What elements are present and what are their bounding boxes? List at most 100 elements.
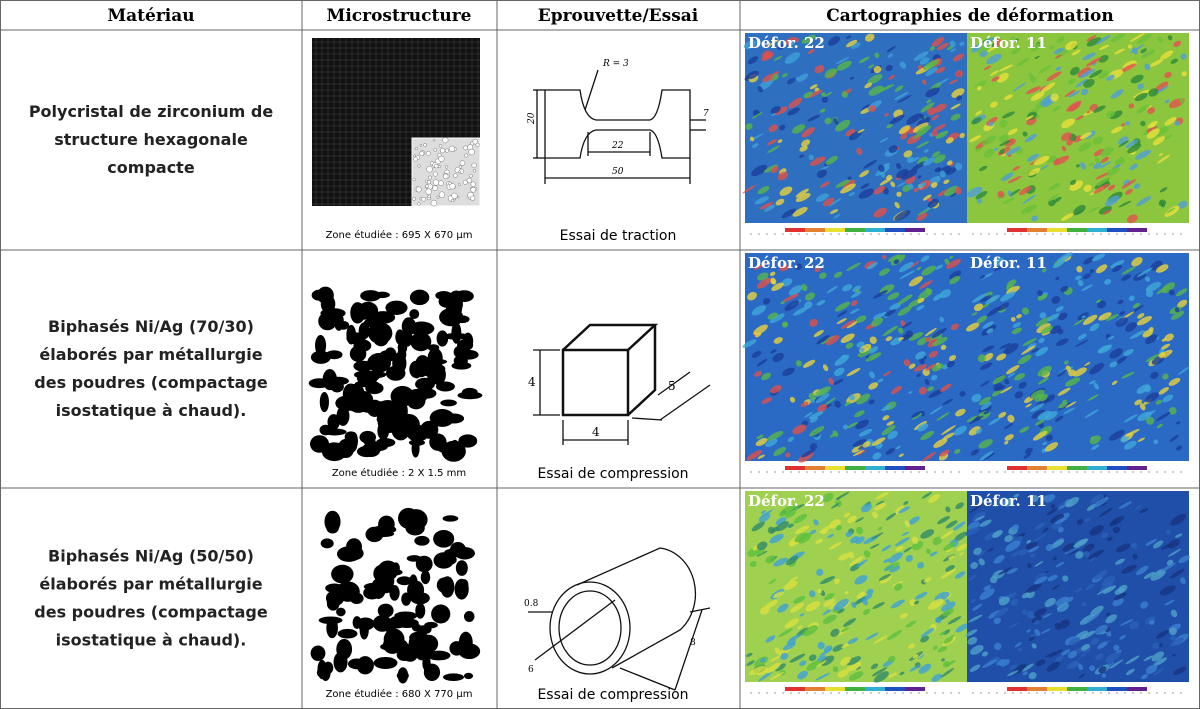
- grain: [432, 139, 436, 142]
- map-texture: [1064, 360, 1069, 365]
- map-texture: [1006, 279, 1017, 288]
- map-texture: [968, 415, 984, 425]
- map-texture: [878, 268, 890, 276]
- map-texture: [1021, 194, 1037, 205]
- map-texture: [916, 373, 921, 378]
- map-texture: [1131, 257, 1143, 267]
- grain: [442, 137, 449, 144]
- map-texture: [1057, 328, 1064, 335]
- map-texture: [942, 432, 955, 440]
- map-texture: [1062, 575, 1069, 582]
- map-texture: [1089, 665, 1096, 672]
- map-texture: [1139, 508, 1149, 514]
- map-texture: [886, 123, 893, 129]
- map-texture: [1054, 54, 1062, 59]
- map-texture: [1086, 110, 1091, 114]
- map-texture: [848, 192, 856, 197]
- map-texture: [1124, 428, 1140, 437]
- map-texture: [880, 171, 886, 178]
- map-texture: [782, 642, 796, 651]
- map-texture: [1087, 394, 1099, 401]
- map-texture: [992, 375, 1006, 385]
- map-texture: [746, 660, 755, 666]
- map-texture: [764, 164, 779, 173]
- map-texture: [1153, 439, 1159, 445]
- map-texture: [978, 396, 991, 406]
- color-bar: [1047, 228, 1067, 232]
- map-texture: [999, 343, 1011, 349]
- map-texture: [1022, 663, 1034, 672]
- map-texture: [1144, 392, 1159, 403]
- map-label: Défor. 22: [748, 34, 825, 52]
- map-texture: [1068, 637, 1081, 646]
- map-texture: [1125, 188, 1133, 195]
- map-texture: [809, 318, 818, 327]
- map-texture: [1147, 120, 1158, 129]
- map-texture: [980, 362, 993, 370]
- map-texture: [930, 374, 938, 381]
- map-texture: [1030, 91, 1045, 101]
- map-texture: [793, 596, 806, 604]
- map-texture: [1125, 139, 1139, 149]
- map-texture: [819, 165, 830, 171]
- particle: [365, 382, 384, 395]
- map-texture: [770, 166, 779, 174]
- map-texture: [1030, 42, 1044, 52]
- map-texture: [1042, 527, 1049, 533]
- map-texture: [767, 139, 778, 146]
- grain: [427, 194, 431, 199]
- microstructure-image: [312, 38, 481, 207]
- particle: [450, 541, 466, 558]
- dim-label: 7: [703, 109, 709, 119]
- map-texture: [1170, 634, 1176, 641]
- map-texture: [903, 150, 913, 158]
- map-texture: [1156, 411, 1171, 422]
- map-texture: [993, 39, 1003, 47]
- map-texture: [1056, 338, 1069, 347]
- map-texture: [1168, 377, 1181, 386]
- grain: [459, 160, 466, 166]
- map-texture: [1115, 543, 1131, 553]
- map-texture: [1180, 577, 1186, 585]
- map-texture: [1079, 614, 1095, 625]
- color-bar: [1007, 687, 1027, 691]
- map-texture: [1115, 356, 1127, 365]
- particle: [439, 307, 464, 327]
- map-texture: [1129, 163, 1139, 171]
- map-texture: [1180, 53, 1187, 60]
- map-texture: [1049, 45, 1055, 50]
- map-texture: [1111, 126, 1123, 134]
- map-texture: [1068, 369, 1076, 377]
- map-texture: [1049, 539, 1065, 549]
- map-texture: [742, 184, 757, 194]
- map-texture: [949, 255, 954, 259]
- map-texture: [1089, 362, 1105, 375]
- map-texture: [810, 416, 818, 423]
- map-texture: [1150, 371, 1159, 380]
- color-bar: [1027, 228, 1047, 232]
- map-texture: [1084, 361, 1091, 367]
- map-texture: [1046, 71, 1062, 82]
- map-texture: [1150, 59, 1163, 67]
- map-texture: [935, 66, 946, 74]
- color-bar: [805, 228, 825, 232]
- map-texture: [1037, 365, 1052, 377]
- map-texture: [761, 510, 766, 514]
- map-texture: [908, 391, 913, 394]
- map-texture: [1158, 153, 1163, 157]
- map-texture: [993, 617, 1001, 625]
- map-texture: [1164, 117, 1177, 126]
- map-texture: [935, 130, 949, 139]
- map-texture: [1164, 71, 1172, 79]
- map-texture: [928, 175, 941, 186]
- map-texture: [1105, 314, 1119, 321]
- dim-label: 0.8: [524, 599, 539, 609]
- map-texture: [1098, 55, 1109, 63]
- map-texture: [860, 183, 870, 189]
- map-texture: [885, 64, 893, 72]
- map-texture: [1057, 387, 1071, 396]
- map-texture: [1019, 548, 1029, 556]
- particle: [347, 658, 366, 670]
- map-texture: [897, 95, 912, 103]
- map-texture: [926, 99, 932, 104]
